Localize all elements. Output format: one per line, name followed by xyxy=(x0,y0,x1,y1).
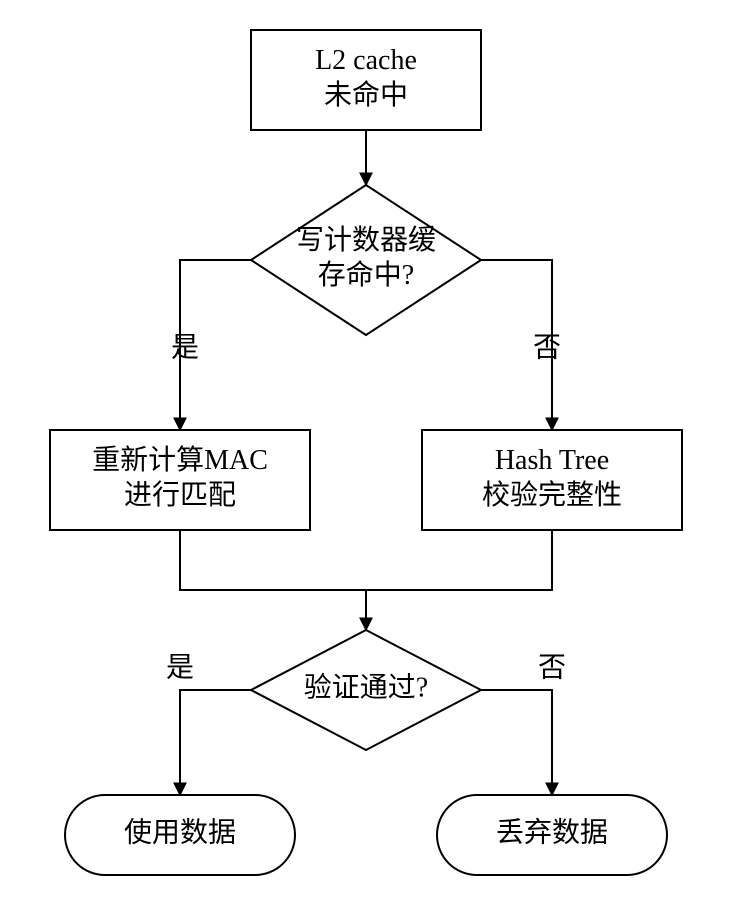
svg-text:使用数据: 使用数据 xyxy=(124,816,236,848)
svg-text:丢弃数据: 丢弃数据 xyxy=(496,816,608,848)
node-d2: 验证通过? xyxy=(251,630,481,750)
svg-text:验证通过?: 验证通过? xyxy=(304,671,428,703)
edge-label-d2_yes: 是 xyxy=(166,652,194,683)
node-drop: 丢弃数据 xyxy=(437,795,667,875)
node-right: Hash Tree校验完整性 xyxy=(422,430,682,530)
svg-text:写计数器缓: 写计数器缓 xyxy=(296,224,436,256)
edge-label-d1_no: 否 xyxy=(533,332,561,363)
node-left: 重新计算MAC进行匹配 xyxy=(50,430,310,530)
svg-text:未命中: 未命中 xyxy=(324,79,408,111)
svg-text:重新计算MAC: 重新计算MAC xyxy=(92,444,268,476)
svg-text:校验完整性: 校验完整性 xyxy=(482,479,622,511)
node-d1: 写计数器缓存命中? xyxy=(251,185,481,335)
svg-text:存命中?: 存命中? xyxy=(318,259,414,291)
node-use: 使用数据 xyxy=(65,795,295,875)
svg-text:L2 cache: L2 cache xyxy=(315,45,417,76)
edge-label-d2_no: 否 xyxy=(538,652,566,683)
node-start: L2 cache未命中 xyxy=(251,30,481,130)
svg-text:进行匹配: 进行匹配 xyxy=(124,479,236,511)
svg-text:Hash Tree: Hash Tree xyxy=(495,445,609,476)
edge-label-d1_yes: 是 xyxy=(171,332,199,363)
